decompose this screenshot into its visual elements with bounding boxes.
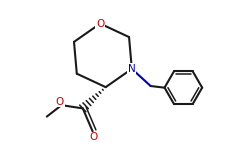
- Text: O: O: [89, 132, 98, 142]
- Text: O: O: [96, 19, 104, 29]
- Text: N: N: [128, 64, 136, 74]
- Text: O: O: [56, 97, 64, 107]
